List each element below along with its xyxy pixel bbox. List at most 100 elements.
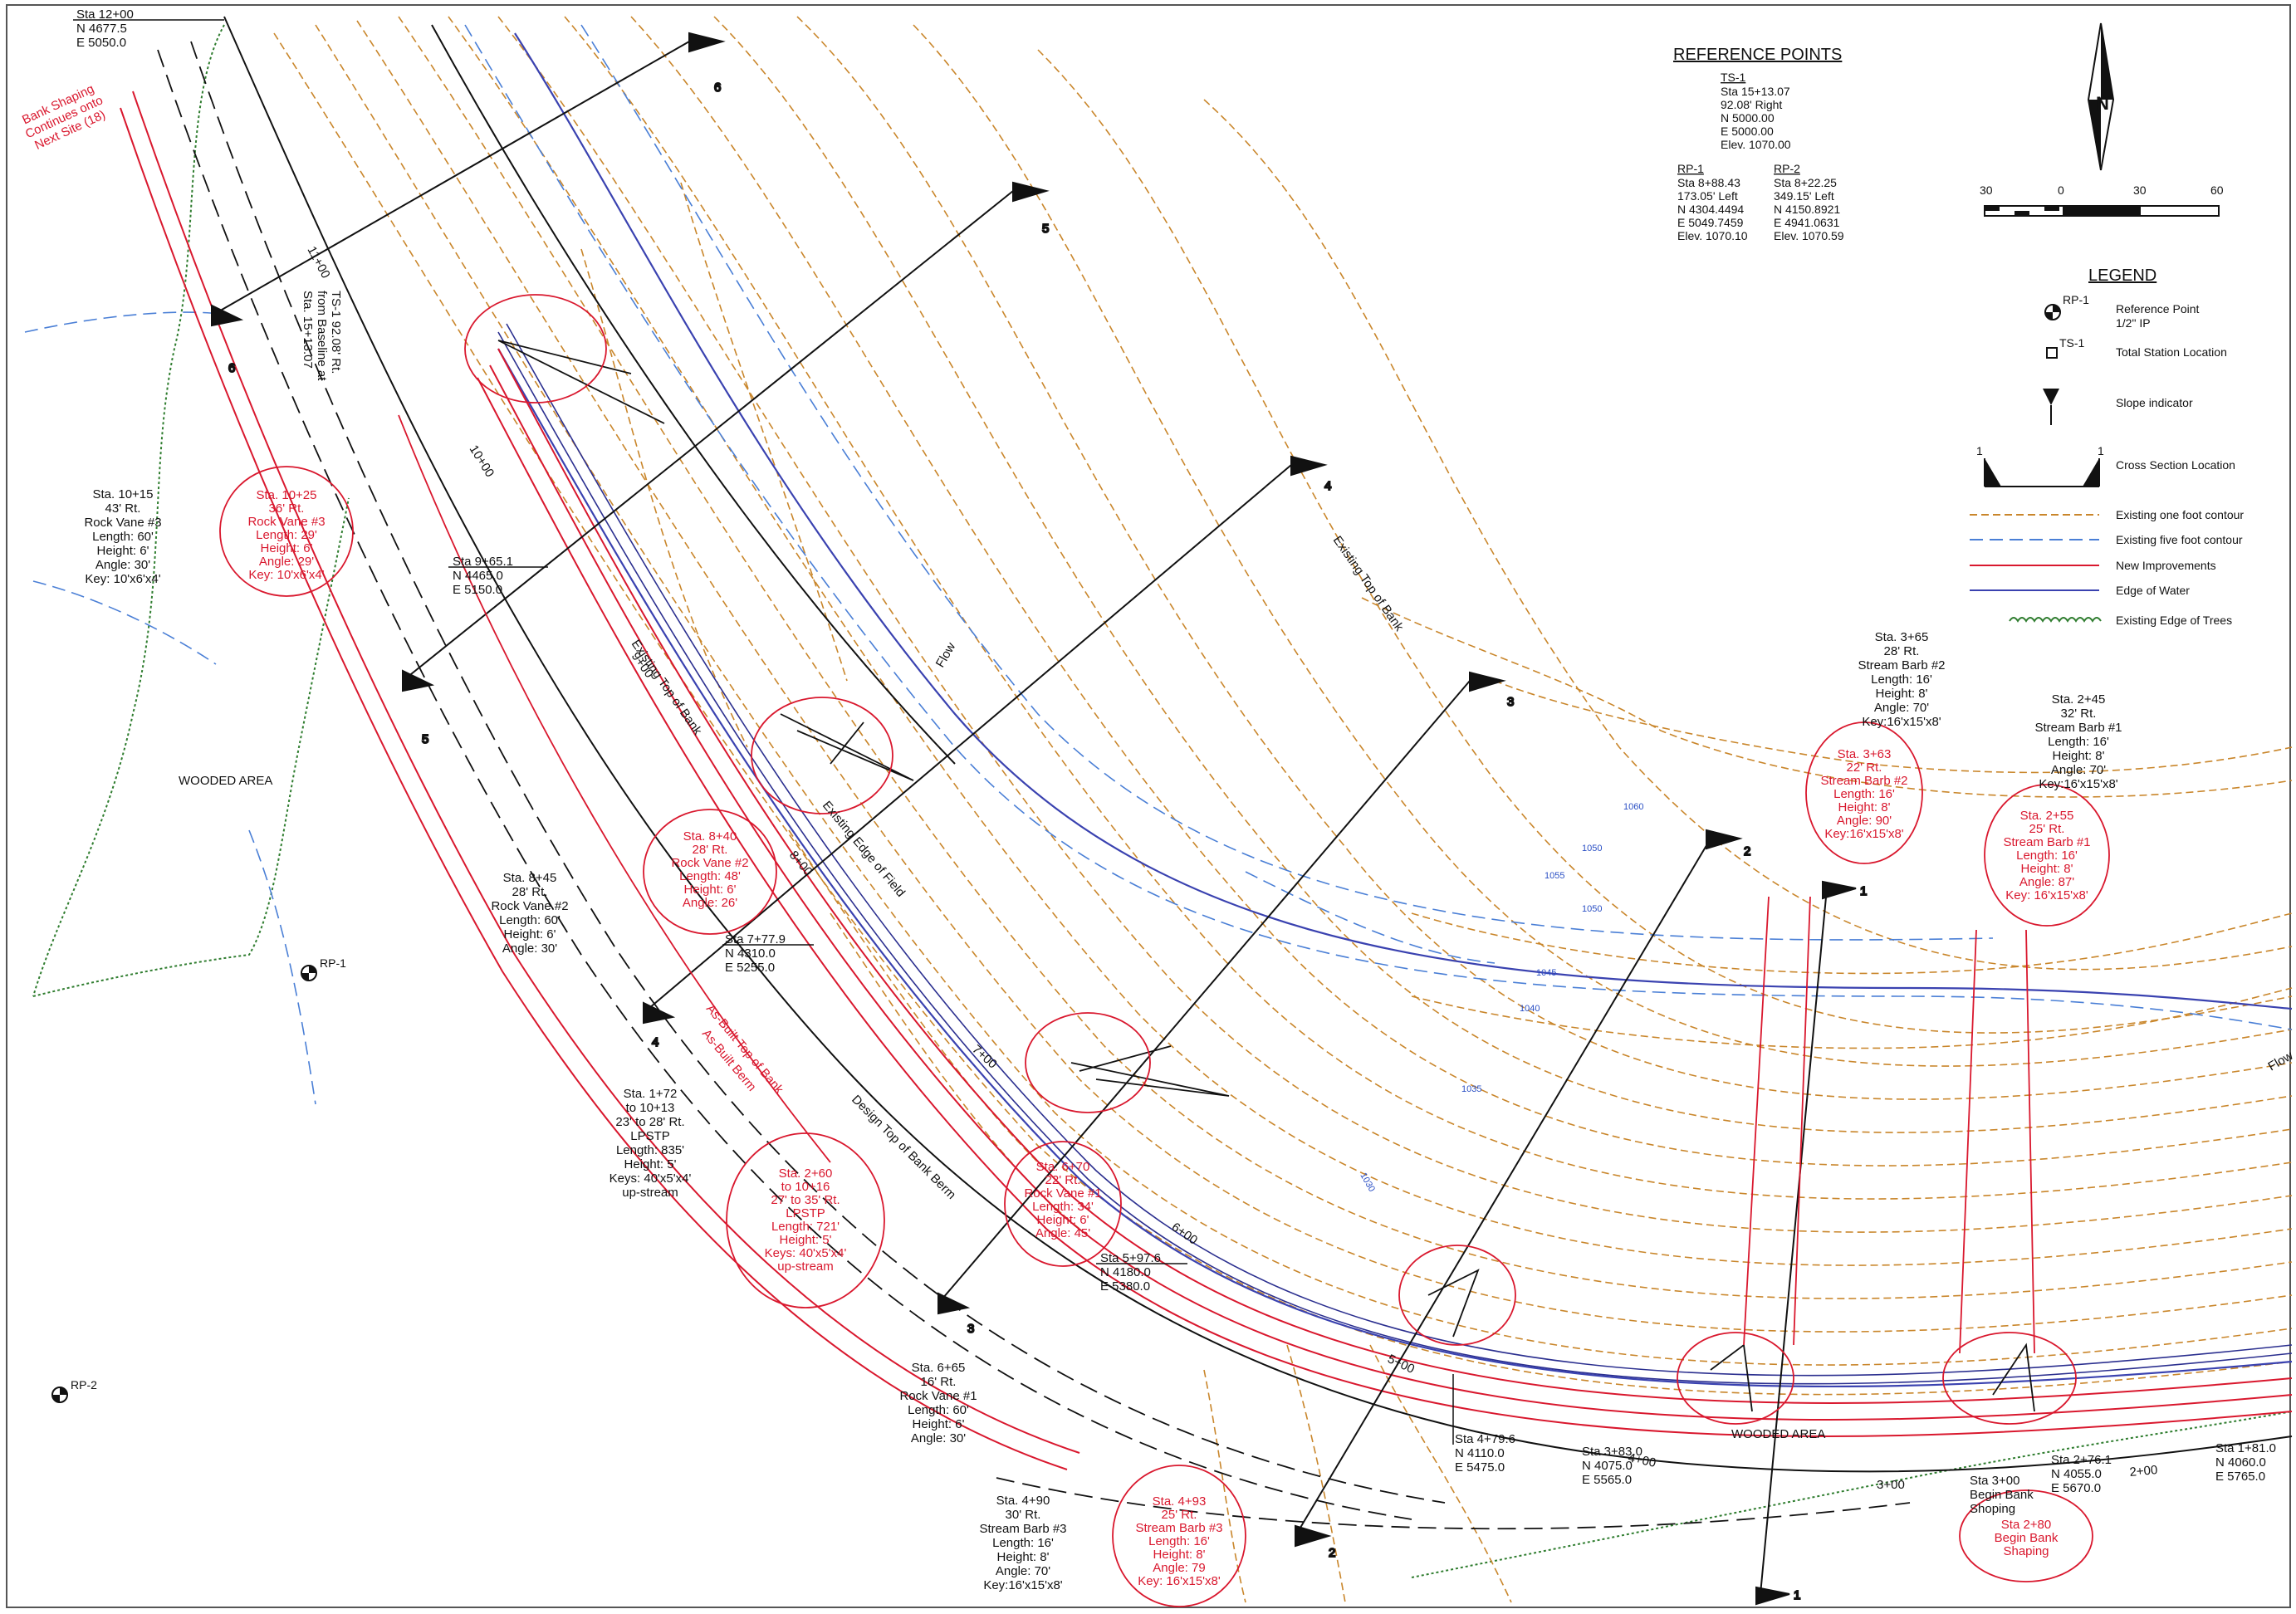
- cross-section-5: 5 5: [402, 181, 1050, 747]
- contour-label-1045: 1045: [1536, 968, 1556, 978]
- asbuilt-note-stream-barb-1: Sta. 2+55 25' Rt. Stream Barb #1 Length: 16…: [2003, 809, 2090, 902]
- baseline-lines: [223, 16, 2293, 1473]
- legend-sublabel-reference-point: 1/2" IP: [2116, 316, 2151, 330]
- station-3-83-n: N 4075.0: [1582, 1459, 1633, 1473]
- cloud-stream-barb-1: [1942, 1332, 2077, 1425]
- cloud-note-3-63: [1805, 721, 1923, 864]
- cloud-rock-vane-3: [464, 294, 607, 404]
- cross-section-3-top-label: 3: [1507, 695, 1514, 709]
- in-stream-structures: [497, 340, 2035, 1412]
- edge-of-trees-upper-left: [32, 24, 225, 997]
- station-9-65-sta: Sta 9+65.1: [453, 555, 513, 569]
- cloud-note-2-60: [726, 1132, 885, 1308]
- reference-point-icon: [2044, 304, 2061, 320]
- begin-bank-shaping-note: Sta 3+00 Begin Bank Shoping: [1970, 1474, 2034, 1516]
- station-callout-1-81: Sta 1+81.0 N 4060.0 E 5765.0: [2215, 1441, 2276, 1484]
- station-12-00-n: N 4677.5: [76, 22, 127, 36]
- station-2-76-sta: Sta 2+76.1: [2051, 1453, 2112, 1467]
- cloud-note-6-70: [1004, 1141, 1122, 1267]
- station-callout-2-76: Sta 2+76.1 N 4055.0 E 5670.0: [2051, 1453, 2112, 1495]
- cross-section-1-bottom-label: 1: [1794, 1588, 1800, 1602]
- contour-label-1055: 1055: [1545, 871, 1564, 881]
- contour-label-1050b: 1050: [1582, 904, 1602, 914]
- wooded-area-label-1: WOODED AREA: [179, 774, 272, 788]
- legend-item-reference-point: RP-1 Reference Point 1/2" IP: [2044, 293, 2200, 330]
- cloud-note-10-25: [219, 466, 354, 597]
- station-2-76-n: N 4055.0: [2051, 1467, 2102, 1481]
- station-callout-4-79: Sta 4+79.6 N 4110.0 E 5475.0: [1452, 1374, 1515, 1475]
- svg-text:Sta 1+81.0N 4060.0E 5765.0: Sta 1+81.0 N 4060.0 E 5765.0: [2215, 1441, 2276, 1484]
- existing-top-of-bank: [431, 24, 956, 765]
- edge-of-water: [497, 32, 2293, 1388]
- legend-title: LEGEND: [2088, 267, 2156, 285]
- station-1-81-sta: Sta 1+81.0: [2215, 1441, 2276, 1455]
- station-7-77-sta: Sta 7+77.9: [725, 932, 786, 946]
- cloud-note-2-55: [1984, 784, 2110, 927]
- rock-vane-3-structure: [497, 340, 665, 424]
- svg-text:Sta 7+77.9N 4310.0E 5255.0: Sta 7+77.9 N 4310.0 E 5255.0: [725, 932, 786, 975]
- legend-item-total-station: TS-1 Total Station Location: [2046, 336, 2227, 359]
- legend-item-slope-indicator: Slope indicator: [2043, 389, 2193, 425]
- legend-rp-tag: RP-1: [2063, 293, 2089, 306]
- scale-bar: 30 0 30 60: [1980, 183, 2224, 217]
- legend-item-cross-section: 1 1 Cross Section Location: [1976, 444, 2235, 487]
- edge-of-water-channel: [497, 348, 2293, 1388]
- cloud-strip-right: [1959, 929, 2035, 1354]
- legend-cs-left-tag: 1: [1976, 444, 1983, 457]
- sheet-border: [6, 4, 2291, 1608]
- rp1-map-label: RP-1: [320, 956, 346, 970]
- cloud-rock-vane-1: [1025, 1012, 1151, 1113]
- station-5-97-e: E 5380.0: [1100, 1279, 1150, 1294]
- station-3-83-sta: Sta 3+83.0: [1582, 1445, 1642, 1459]
- station-callout-5-97: Sta 5+97.6 N 4180.0 E 5380.0: [1096, 1251, 1187, 1294]
- cross-section-6: 6 6: [211, 32, 726, 376]
- rp1-heading: RP-1: [1677, 162, 1704, 175]
- ts1-lines: Sta 15+13.07 92.08' Right N 5000.00 E 5000.…: [1721, 85, 1791, 151]
- svg-text:Sta 4+79.6N 4110.0E 5475.0: Sta 4+79.6 N 4110.0 E 5475.0: [1455, 1432, 1515, 1475]
- ts1-heading: TS-1: [1721, 71, 1746, 84]
- stream-barb-3-structure: [1427, 1269, 1480, 1338]
- scale-tick-30-right: 30: [2133, 183, 2147, 197]
- design-note-stream-barb-2: Sta. 3+65 28' Rt. Stream Barb #2 Length: 16…: [1858, 630, 1945, 729]
- station-1-81-n: N 4060.0: [2215, 1455, 2266, 1470]
- cross-section-lines: 1 1 2 2 3 3 4 4 5 5: [211, 32, 1868, 1606]
- legend-label-reference-point: Reference Point: [2116, 302, 2200, 315]
- reference-points-block: REFERENCE POINTS TS-1 Sta 15+13.07 92.08'…: [1673, 46, 1844, 242]
- legend-label-total-station: Total Station Location: [2116, 345, 2227, 359]
- one-foot-contours: [273, 16, 2293, 1603]
- rp2-map-label: RP-2: [71, 1378, 97, 1391]
- station-5-97-sta: Sta 5+97.6: [1100, 1251, 1161, 1265]
- station-4-79-e: E 5475.0: [1455, 1460, 1505, 1475]
- rock-vane-2-structure: [780, 713, 914, 781]
- svg-text:Sta 12+00N 4677.5E 5050.0: Sta 12+00 N 4677.5 E 5050.0: [76, 7, 134, 50]
- station-1-81-e: E 5765.0: [2215, 1470, 2265, 1484]
- legend-label-new-improvements: New Improvements: [2116, 559, 2216, 572]
- total-station-icon: [2046, 347, 2058, 359]
- edge-of-trees-lower-right: [1411, 1411, 2293, 1578]
- design-note-rock-vane-2: Sta. 8+45 28' Rt. Rock Vane #2 Length: 60' H…: [491, 871, 568, 956]
- asbuilt-note-stream-barb-3: Sta. 4+93 25' Rt. Stream Barb #3 Length: 16…: [1135, 1494, 1222, 1588]
- legend-label-edge-of-trees: Existing Edge of Trees: [2116, 614, 2232, 627]
- design-note-stream-barb-1: Sta. 2+45 32' Rt. Stream Barb #1 Length: 16…: [2034, 692, 2122, 791]
- svg-text:N: N: [2096, 93, 2109, 114]
- wooded-area-label-2: WOODED AREA: [1731, 1427, 1825, 1441]
- station-7-77-n: N 4310.0: [725, 946, 776, 961]
- design-notes: Sta. 10+15 43' Rt. Rock Vane #3 Length: 60'…: [84, 487, 2122, 1592]
- legend-label-cross-section: Cross Section Location: [2116, 458, 2235, 472]
- cloud-note-4-93: [1112, 1465, 1246, 1607]
- stream-barb-1-structure: [1992, 1343, 2035, 1412]
- rp1-lines: Sta 8+88.43 173.05' Left N 4304.4494 E 5049…: [1677, 176, 1748, 242]
- cross-section-6-bottom-label: 6: [228, 361, 235, 375]
- asbuilt-note-stream-barb-2: Sta. 3+63 22' Rt. Stream Barb #2 Length: 16…: [1820, 747, 1907, 841]
- station-9-65-e: E 5150.0: [453, 583, 502, 597]
- contour-label-1035: 1035: [1461, 1084, 1481, 1094]
- station-4-79-n: N 4110.0: [1455, 1446, 1505, 1460]
- station-12-00-sta: Sta 12+00: [76, 7, 134, 22]
- asbuilt-note-lpstp: Sta. 2+60 to 10+16 27' to 35' Rt. LPSTP Leng…: [765, 1166, 847, 1274]
- contour-labels: 1060 1050 1055 1050 1045 1040 1035 1030: [1358, 802, 1643, 1194]
- contour-label-1060: 1060: [1623, 802, 1643, 812]
- station-tick-3: 3+00: [1877, 1478, 1905, 1492]
- cross-section-4-top-label: 4: [1324, 479, 1331, 493]
- edge-of-water-left-bank: [514, 32, 2293, 1010]
- station-callout-3-83: Sta 3+83.0 N 4075.0 E 5565.0: [1582, 1445, 1642, 1487]
